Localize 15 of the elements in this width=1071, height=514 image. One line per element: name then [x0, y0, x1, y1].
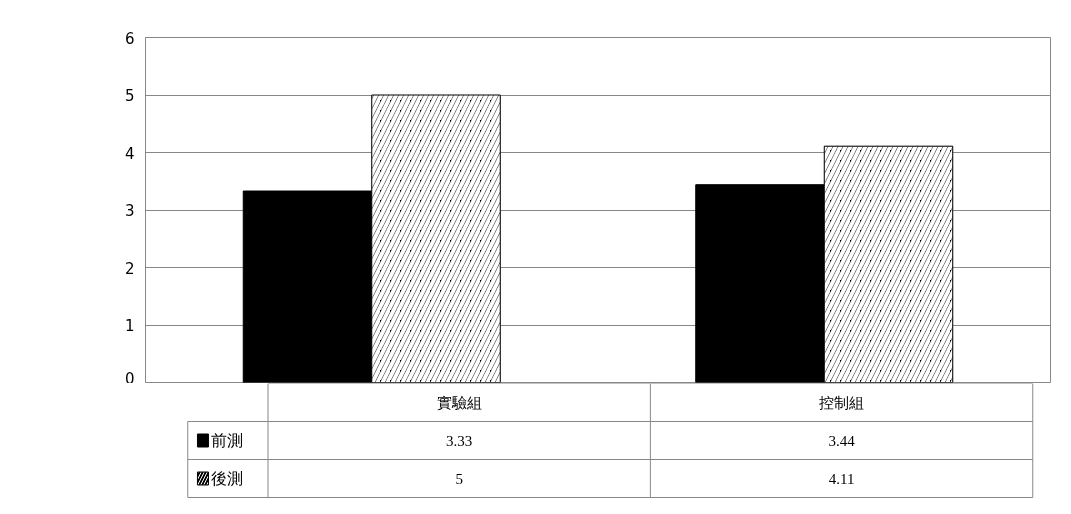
- data-label: 4.11: [828, 470, 855, 487]
- y-tick-label: 4: [124, 144, 135, 163]
- y-tick-label: 6: [124, 29, 135, 48]
- x-tick-label: 實驗組: [436, 394, 482, 411]
- legend-label: 前測: [210, 432, 243, 449]
- y-tick-label: 1: [124, 317, 135, 335]
- data-label: 5: [455, 470, 463, 487]
- data-label: 3.33: [446, 432, 473, 449]
- y-tick-label: 3: [124, 202, 135, 220]
- data-label: 3.44: [828, 432, 856, 449]
- y-tick-label: 2: [124, 259, 135, 278]
- legend-label: 後測: [210, 470, 243, 487]
- y-tick-label: 5: [124, 87, 135, 105]
- x-tick-label: 控制組: [819, 394, 865, 411]
- y-tick-label: 0: [124, 369, 135, 388]
